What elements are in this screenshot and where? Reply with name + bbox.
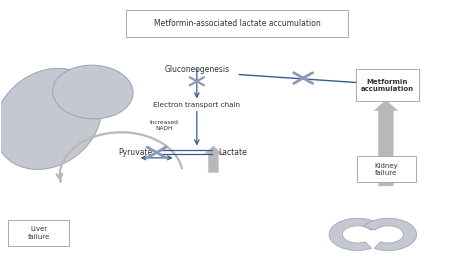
- Ellipse shape: [0, 68, 101, 169]
- Text: Kidney
failure: Kidney failure: [374, 163, 398, 176]
- Wedge shape: [329, 218, 382, 251]
- Text: Increased
NADH: Increased NADH: [149, 120, 178, 131]
- Text: Electron transport chain: Electron transport chain: [153, 102, 240, 109]
- FancyArrow shape: [374, 100, 398, 186]
- Text: Gluconeogenesis: Gluconeogenesis: [164, 65, 229, 74]
- Text: Metformin
accumulation: Metformin accumulation: [361, 79, 414, 92]
- FancyBboxPatch shape: [8, 220, 69, 247]
- Text: Liver
failure: Liver failure: [27, 226, 50, 240]
- FancyBboxPatch shape: [356, 157, 416, 182]
- FancyArrow shape: [204, 146, 222, 173]
- Text: Pyruvate: Pyruvate: [118, 148, 153, 157]
- Ellipse shape: [53, 65, 133, 119]
- Wedge shape: [364, 218, 417, 251]
- Text: Metformin-associated lactate accumulation: Metformin-associated lactate accumulatio…: [154, 19, 320, 28]
- FancyBboxPatch shape: [356, 69, 419, 102]
- Text: Lactate: Lactate: [218, 148, 246, 157]
- FancyBboxPatch shape: [126, 10, 348, 37]
